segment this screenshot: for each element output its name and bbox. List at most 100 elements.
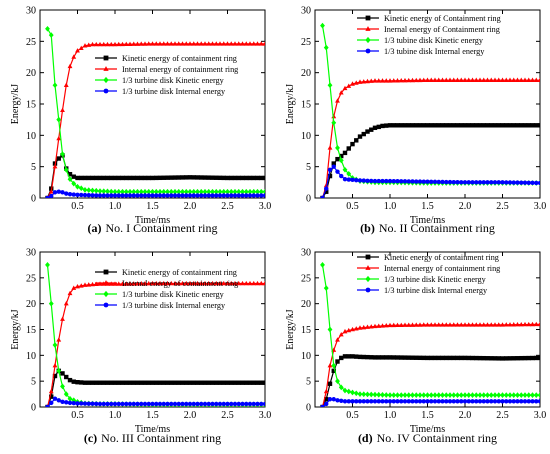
data-point: [97, 188, 103, 194]
data-point: [481, 123, 486, 128]
data-point: [458, 77, 464, 82]
data-point: [530, 123, 535, 128]
data-point: [387, 355, 393, 360]
legend-marker: [365, 265, 371, 270]
data-point: [530, 180, 535, 186]
data-point: [63, 166, 69, 173]
data-point: [183, 41, 189, 46]
data-point: [131, 175, 136, 181]
data-point: [206, 401, 211, 407]
data-point: [142, 193, 148, 198]
data-point: [116, 380, 121, 385]
data-point: [346, 83, 352, 88]
data-point: [399, 179, 404, 184]
data-point: [60, 371, 65, 376]
data-point: [150, 193, 155, 198]
data-point: [101, 401, 106, 407]
data-point: [346, 388, 352, 395]
data-point: [485, 399, 490, 404]
data-point: [346, 177, 351, 182]
data-point: [436, 179, 441, 185]
data-point: [354, 399, 359, 404]
x-tick-label: 2.5: [496, 410, 509, 421]
data-point: [169, 401, 174, 407]
data-point: [262, 193, 265, 198]
data-point: [120, 281, 125, 286]
data-point: [262, 401, 265, 407]
data-point: [455, 322, 460, 327]
data-point: [519, 399, 524, 404]
data-point: [391, 123, 396, 128]
series-1: [45, 368, 265, 407]
data-point: [504, 180, 509, 185]
data-point: [90, 281, 95, 287]
data-point: [342, 328, 348, 334]
data-point: [150, 188, 155, 195]
data-point: [101, 41, 107, 47]
data-point: [368, 78, 374, 83]
data-point: [146, 175, 151, 181]
data-point: [361, 354, 366, 360]
x-tick-label: 0.5: [71, 410, 84, 421]
data-point: [210, 41, 215, 46]
data-point: [537, 321, 540, 327]
data-point: [153, 41, 159, 46]
data-point: [180, 175, 185, 180]
data-point: [436, 355, 441, 361]
y-axis-label: Energy/kJ: [10, 309, 21, 349]
data-point: [202, 401, 208, 407]
data-point: [195, 401, 200, 407]
data-point: [101, 380, 106, 385]
data-point: [440, 179, 445, 185]
data-point: [49, 193, 54, 198]
data-point: [153, 188, 159, 195]
data-point: [398, 77, 404, 83]
data-point: [477, 123, 483, 128]
data-point: [425, 179, 430, 184]
data-point: [236, 175, 241, 181]
data-point: [537, 180, 540, 186]
data-point: [244, 380, 249, 385]
data-point: [165, 401, 170, 407]
data-point: [157, 280, 163, 286]
data-point: [462, 355, 468, 361]
data-point: [247, 175, 253, 181]
data-point: [78, 45, 84, 50]
data-point: [45, 25, 50, 32]
data-point: [485, 123, 490, 128]
data-point: [161, 380, 166, 385]
data-point: [101, 175, 106, 181]
data-point: [112, 41, 118, 47]
data-point: [406, 355, 411, 360]
data-point: [395, 399, 400, 404]
data-point: [49, 394, 54, 399]
data-point: [417, 322, 423, 327]
data-point: [432, 355, 438, 361]
data-point: [82, 282, 88, 287]
data-point: [251, 188, 257, 195]
data-point: [429, 399, 434, 404]
data-point: [331, 119, 337, 126]
data-point: [369, 355, 374, 360]
y-tick-label: 0: [31, 403, 36, 414]
series-2: [46, 280, 265, 407]
data-point: [217, 280, 223, 286]
panel-caption-text: No. I Containment ring: [106, 221, 218, 235]
data-point: [240, 280, 245, 286]
data-point: [225, 401, 230, 407]
data-point: [455, 180, 460, 185]
legend-label: Kinetic energy of containment ring: [122, 268, 237, 277]
y-tick-label: 5: [31, 162, 36, 173]
data-point: [338, 157, 344, 164]
data-point: [466, 355, 471, 361]
data-point: [507, 356, 513, 361]
data-point: [255, 41, 260, 46]
data-point: [127, 401, 133, 407]
data-point: [251, 280, 257, 286]
data-point: [361, 178, 366, 183]
data-point: [199, 175, 204, 180]
data-point: [45, 262, 50, 268]
data-point: [135, 401, 140, 407]
data-point: [202, 380, 208, 385]
data-point: [97, 193, 103, 198]
